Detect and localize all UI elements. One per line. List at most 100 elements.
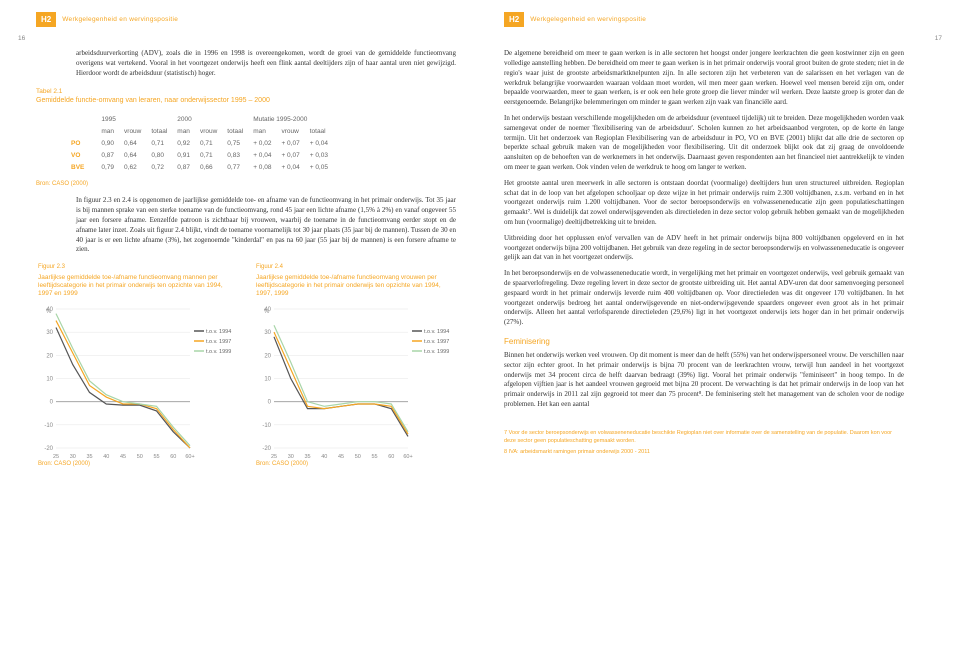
- table-cell: 0,62: [119, 162, 146, 174]
- svg-text:55: 55: [153, 454, 159, 460]
- fig-desc: Jaarlijkse gemiddelde toe-/afname functi…: [256, 274, 456, 299]
- svg-text:35: 35: [86, 454, 92, 460]
- content-left: arbeidsduurverkorting (ADV), zoals die i…: [36, 35, 456, 476]
- svg-text:t.o.v. 1999: t.o.v. 1999: [206, 349, 231, 355]
- table-row: VO0,870,640,800,910,710,83+ 0,04+ 0,07+ …: [66, 150, 333, 162]
- svg-text:t.o.v. 1999: t.o.v. 1999: [424, 349, 449, 355]
- table-cell: 0,64: [119, 138, 146, 150]
- svg-text:-20: -20: [44, 446, 53, 452]
- paragraph: In figuur 2.3 en 2.4 is opgenomen de jaa…: [76, 196, 456, 255]
- charts-row: Figuur 2.3 Jaarlijkse gemiddelde toe-/af…: [38, 263, 456, 476]
- table-cell: + 0,04: [305, 138, 333, 150]
- svg-text:-20: -20: [262, 446, 271, 452]
- svg-text:30: 30: [264, 330, 271, 336]
- svg-text:45: 45: [120, 454, 126, 460]
- table-cell: 0,77: [222, 162, 248, 174]
- svg-text:55: 55: [371, 454, 377, 460]
- svg-text:30: 30: [70, 454, 76, 460]
- svg-text:t.o.v. 1994: t.o.v. 1994: [424, 329, 449, 335]
- table-cell: 0,87: [96, 150, 119, 162]
- svg-text:20: 20: [264, 353, 271, 359]
- svg-text:60: 60: [170, 454, 176, 460]
- chapter-box: H2: [36, 12, 56, 27]
- svg-text:t.o.v. 1994: t.o.v. 1994: [206, 329, 231, 335]
- svg-text:60+: 60+: [185, 454, 194, 460]
- chart-svg-men: 403020100-10-20%253035404550556060+t.o.v…: [38, 305, 238, 460]
- chart-source: Bron: CASO (2000): [256, 460, 456, 468]
- table-row: BVE0,790,620,720,870,660,77+ 0,08+ 0,04+…: [66, 162, 333, 174]
- chart-svg-women: 403020100-10-20%253035404550556060+t.o.v…: [256, 305, 456, 460]
- header-right: H2 Werkgelegenheid en wervingspositie 17: [504, 12, 924, 27]
- table-cell: + 0,03: [305, 150, 333, 162]
- table-cell: + 0,07: [276, 138, 304, 150]
- table-cell: + 0,07: [276, 150, 304, 162]
- svg-text:50: 50: [137, 454, 143, 460]
- fig-desc: Jaarlijkse gemiddelde toe-/afname functi…: [38, 274, 238, 299]
- page-right: H2 Werkgelegenheid en wervingspositie 17…: [480, 0, 960, 654]
- paragraph: Uitbreiding door het opplussen en/of ver…: [504, 234, 904, 263]
- table-cell: + 0,02: [248, 138, 276, 150]
- row-label: VO: [66, 150, 96, 162]
- paragraph: De algemene bereidheid om meer te gaan w…: [504, 49, 904, 108]
- svg-text:25: 25: [271, 454, 277, 460]
- table-cell: 0,71: [146, 138, 172, 150]
- page-number-right: 17: [935, 34, 942, 43]
- svg-text:20: 20: [46, 353, 53, 359]
- svg-text:t.o.v. 1997: t.o.v. 1997: [206, 339, 231, 345]
- header-left: H2 Werkgelegenheid en wervingspositie 16: [36, 12, 456, 27]
- chart-source: Bron: CASO (2000): [38, 460, 238, 468]
- table-cell: 0,90: [96, 138, 119, 150]
- table-cell: 0,79: [96, 162, 119, 174]
- svg-text:40: 40: [321, 454, 327, 460]
- table-cell: 0,83: [222, 150, 248, 162]
- svg-text:30: 30: [288, 454, 294, 460]
- svg-text:t.o.v. 1997: t.o.v. 1997: [424, 339, 449, 345]
- svg-text:50: 50: [355, 454, 361, 460]
- page-number-left: 16: [18, 34, 25, 43]
- page-left: H2 Werkgelegenheid en wervingspositie 16…: [0, 0, 480, 654]
- table-cell: 0,66: [195, 162, 222, 174]
- table-cell: 0,72: [146, 162, 172, 174]
- svg-text:45: 45: [338, 454, 344, 460]
- chart-women: Figuur 2.4 Jaarlijkse gemiddelde toe-/af…: [256, 263, 456, 476]
- paragraph: Binnen het onderwijs werken veel vrouwen…: [504, 351, 904, 410]
- table-cell: + 0,04: [248, 150, 276, 162]
- table-cell: 0,75: [222, 138, 248, 150]
- table-source: Bron: CASO (2000): [36, 180, 456, 188]
- table-cell: 0,87: [172, 162, 195, 174]
- table-subtitle: Gemiddelde functie-omvang van leraren, n…: [36, 96, 456, 106]
- chapter-title: Werkgelegenheid en wervingspositie: [530, 15, 646, 24]
- table-cell: 0,80: [146, 150, 172, 162]
- footnote-8: 8 IVA: arbeidsmarkt ramingen primair ond…: [504, 449, 904, 457]
- table-title: Tabel 2.1: [36, 87, 456, 96]
- svg-text:40: 40: [103, 454, 109, 460]
- table-year-row: 1995 2000 Mutatie 1995-2000: [66, 113, 333, 125]
- chapter-title: Werkgelegenheid en wervingspositie: [62, 15, 178, 24]
- paragraph: In het onderwijs bestaan verschillende m…: [504, 114, 904, 173]
- chapter-box: H2: [504, 12, 524, 27]
- fig-title: Figuur 2.3: [38, 263, 238, 271]
- svg-text:%: %: [46, 309, 52, 315]
- svg-text:0: 0: [50, 399, 54, 405]
- table-cell: 0,71: [195, 150, 222, 162]
- table-cell: 0,64: [119, 150, 146, 162]
- row-label: BVE: [66, 162, 96, 174]
- section-title: Feminisering: [504, 336, 904, 347]
- svg-text:0: 0: [268, 399, 272, 405]
- table-col-row: man vrouw totaal man vrouw totaal man vr…: [66, 126, 333, 138]
- table-cell: + 0,05: [305, 162, 333, 174]
- paragraph: Het grootste aantal uren meerwerk in all…: [504, 179, 904, 228]
- footnote-7: 7 Voor de sector beroepsonderwijs en vol…: [504, 430, 904, 445]
- table-cell: 0,91: [172, 150, 195, 162]
- svg-text:60: 60: [388, 454, 394, 460]
- content-right: De algemene bereidheid om meer te gaan w…: [504, 35, 924, 457]
- table-cell: 0,71: [195, 138, 222, 150]
- data-table: 1995 2000 Mutatie 1995-2000 man vrouw to…: [66, 113, 333, 173]
- svg-text:%: %: [264, 309, 270, 315]
- svg-text:60+: 60+: [403, 454, 412, 460]
- table-row: PO0,900,640,710,920,710,75+ 0,02+ 0,07+ …: [66, 138, 333, 150]
- svg-text:25: 25: [53, 454, 59, 460]
- chart-men: Figuur 2.3 Jaarlijkse gemiddelde toe-/af…: [38, 263, 238, 476]
- fig-title: Figuur 2.4: [256, 263, 456, 271]
- svg-text:10: 10: [264, 376, 271, 382]
